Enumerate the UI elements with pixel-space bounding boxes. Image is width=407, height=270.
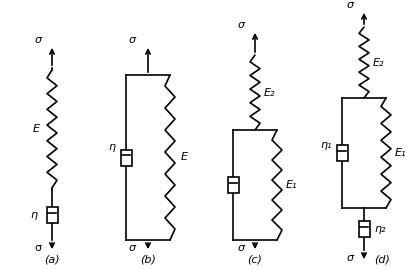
Text: σ: σ <box>238 243 245 253</box>
Text: E₂: E₂ <box>263 87 275 97</box>
Bar <box>46 207 57 223</box>
Text: E: E <box>33 124 39 134</box>
Text: η: η <box>31 210 37 220</box>
Bar <box>337 145 348 161</box>
Text: η₁: η₁ <box>320 140 332 150</box>
Text: σ: σ <box>346 253 354 263</box>
Text: σ: σ <box>35 243 42 253</box>
Text: (c): (c) <box>247 255 263 265</box>
Text: (a): (a) <box>44 255 60 265</box>
Text: E₂: E₂ <box>372 58 384 68</box>
Text: σ: σ <box>129 243 136 253</box>
Text: (b): (b) <box>140 255 156 265</box>
Text: σ: σ <box>35 35 42 45</box>
Text: σ: σ <box>346 0 354 10</box>
Text: (d): (d) <box>374 255 390 265</box>
Text: E₁: E₁ <box>394 148 406 158</box>
Bar <box>359 221 370 237</box>
Text: η₂: η₂ <box>374 224 386 234</box>
Text: E₁: E₁ <box>285 180 297 190</box>
Bar <box>228 177 239 193</box>
Text: η: η <box>109 143 116 153</box>
Text: σ: σ <box>238 20 245 30</box>
Text: E: E <box>180 153 188 163</box>
Bar <box>120 150 131 166</box>
Text: σ: σ <box>129 35 136 45</box>
